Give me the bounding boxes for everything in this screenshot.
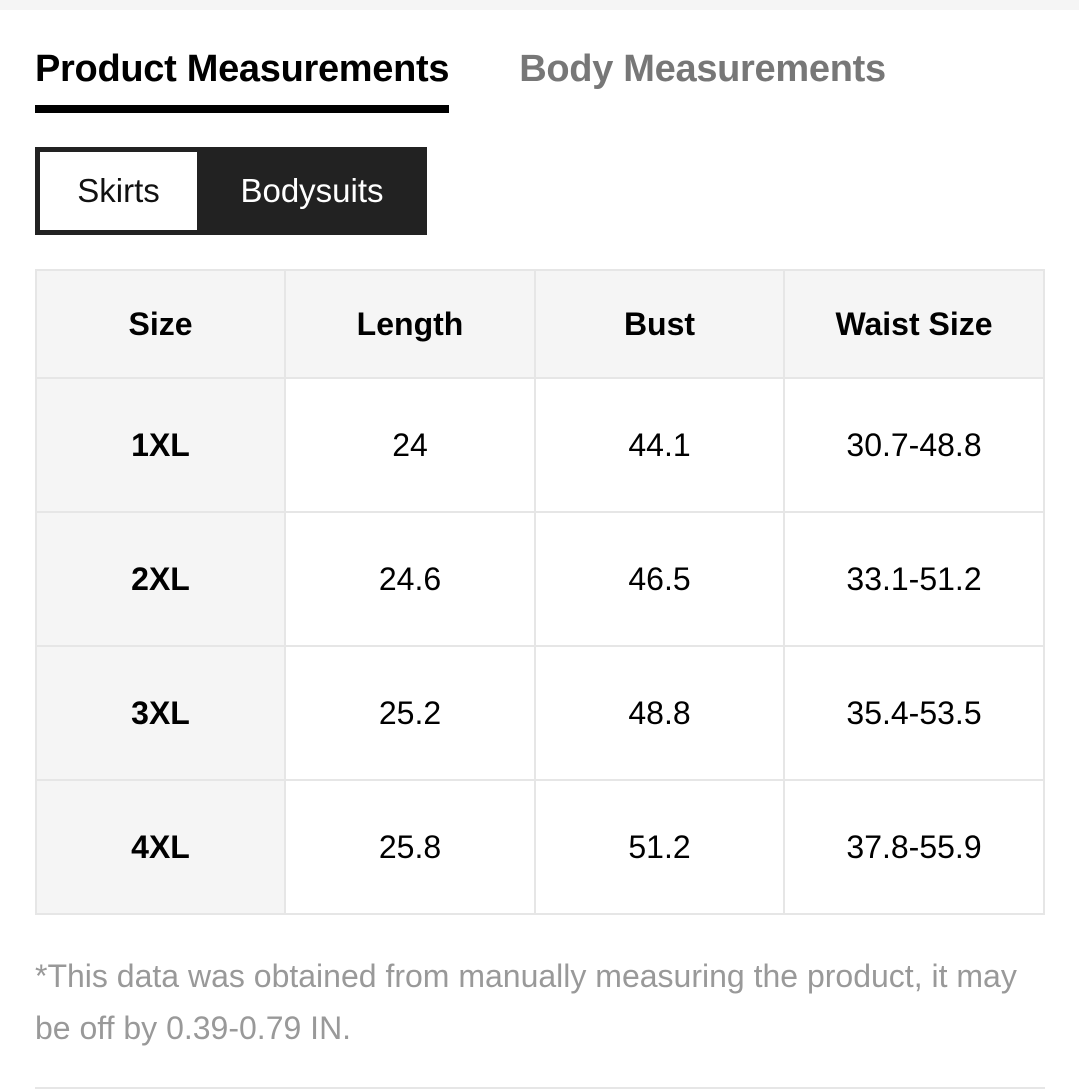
cell-length: 25.8 xyxy=(284,779,536,915)
cell-waist: 37.8-55.9 xyxy=(783,779,1045,915)
cell-size: 4XL xyxy=(35,779,286,915)
bottom-divider xyxy=(35,1087,1045,1089)
table-row: 3XL 25.2 48.8 35.4-53.5 xyxy=(35,645,1045,781)
category-skirts-button[interactable]: Skirts xyxy=(40,152,197,230)
cell-size: 1XL xyxy=(35,377,286,513)
cell-length: 25.2 xyxy=(284,645,536,781)
measurement-tabs: Product Measurements Body Measurements xyxy=(35,48,886,113)
table-row: 1XL 24 44.1 30.7-48.8 xyxy=(35,377,1045,513)
tab-product-measurements[interactable]: Product Measurements xyxy=(35,48,450,113)
header-bust: Bust xyxy=(534,269,785,379)
size-table: Size Length Bust Waist Size 1XL 24 44.1 … xyxy=(35,269,1045,915)
table-header-row: Size Length Bust Waist Size xyxy=(35,269,1045,379)
cell-bust: 51.2 xyxy=(534,779,785,915)
category-bodysuits-button[interactable]: Bodysuits xyxy=(240,172,384,209)
tab-body-measurements[interactable]: Body Measurements xyxy=(519,48,886,90)
cell-bust: 46.5 xyxy=(534,511,785,647)
header-length: Length xyxy=(284,269,536,379)
table-row: 2XL 24.6 46.5 33.1-51.2 xyxy=(35,511,1045,647)
cell-waist: 33.1-51.2 xyxy=(783,511,1045,647)
cell-size: 2XL xyxy=(35,511,286,647)
table-row: 4XL 25.8 51.2 37.8-55.9 xyxy=(35,779,1045,915)
cell-length: 24.6 xyxy=(284,511,536,647)
cell-length: 24 xyxy=(284,377,536,513)
category-switch: Skirts Bodysuits xyxy=(35,147,427,235)
cell-bust: 48.8 xyxy=(534,645,785,781)
header-waist-size: Waist Size xyxy=(783,269,1045,379)
cell-waist: 30.7-48.8 xyxy=(783,377,1045,513)
cell-size: 3XL xyxy=(35,645,286,781)
top-divider xyxy=(0,0,1079,10)
cell-waist: 35.4-53.5 xyxy=(783,645,1045,781)
cell-bust: 44.1 xyxy=(534,377,785,513)
header-size: Size xyxy=(35,269,286,379)
measurement-note: *This data was obtained from manually me… xyxy=(35,958,1017,1046)
